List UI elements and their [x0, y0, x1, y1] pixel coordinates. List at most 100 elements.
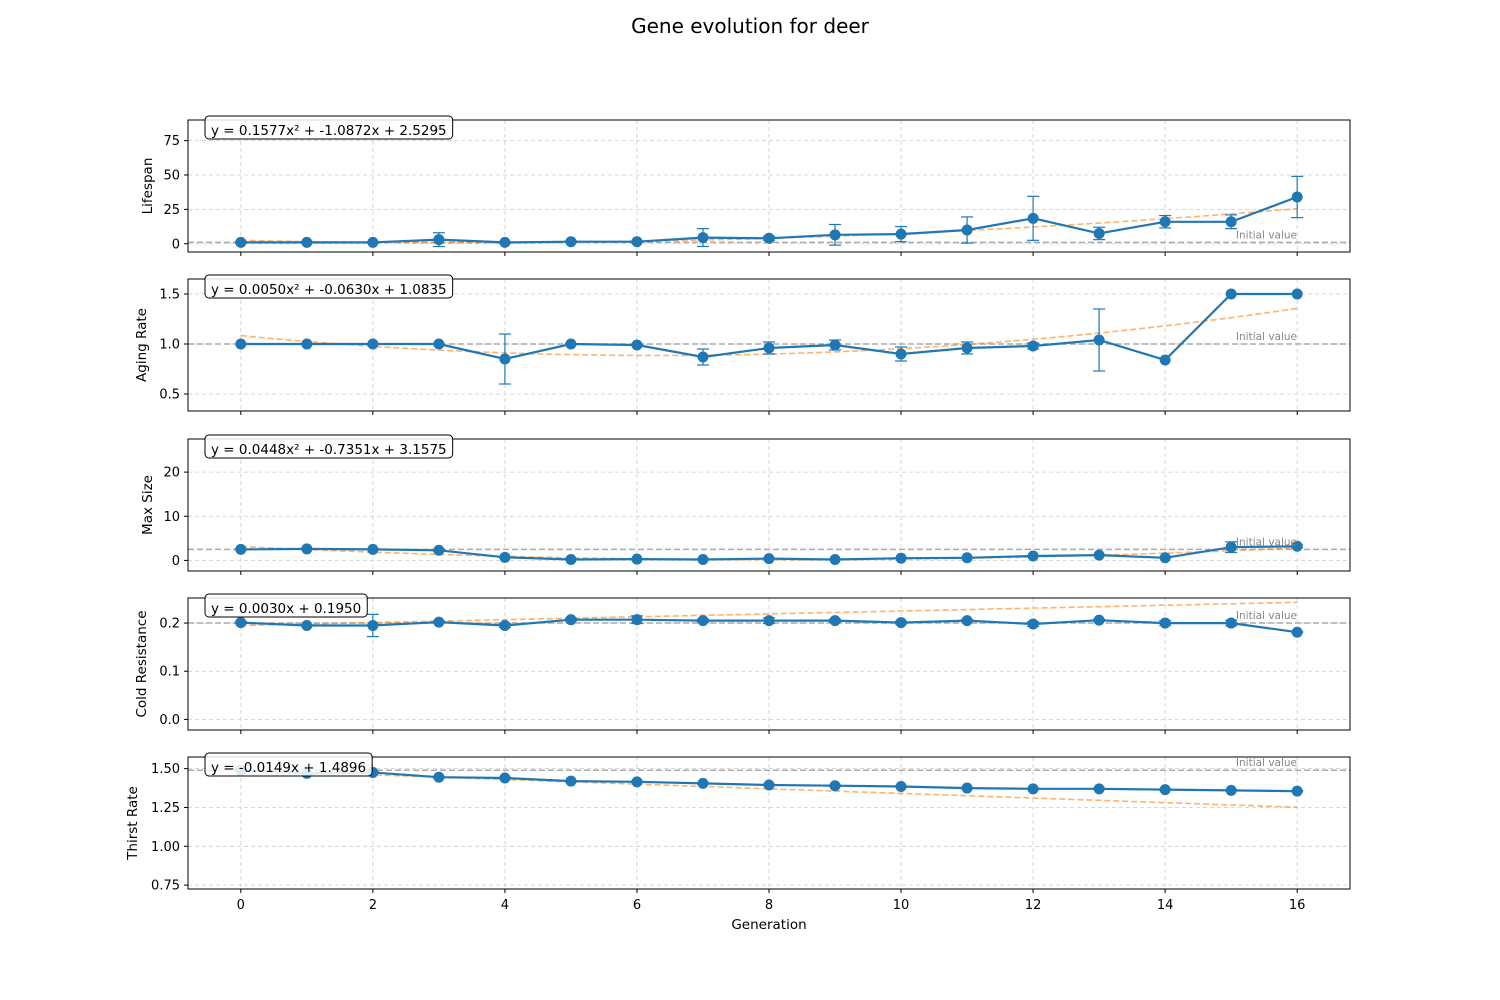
y-axis-label: Lifespan [140, 158, 156, 215]
x-tick-label: 6 [633, 898, 641, 913]
data-point [829, 615, 841, 627]
y-axis-label: Aging Rate [134, 308, 150, 382]
fit-curve [240, 545, 1298, 561]
figure-title: Gene evolution for deer [631, 14, 869, 38]
subplot-4: Initial value 0.0 0.1 0.2 Cold Resistance y =… [134, 593, 1351, 734]
data-point [1291, 540, 1303, 552]
data-point [829, 780, 841, 792]
data-point [235, 543, 247, 555]
data-point [1027, 212, 1039, 224]
y-tick-label: 0.5 [159, 388, 180, 403]
data-point [1093, 549, 1105, 561]
data-point [301, 543, 313, 555]
data-point [1093, 334, 1105, 346]
data-point [763, 342, 775, 354]
data-point [1291, 191, 1303, 203]
y-tick-label: 0.0 [159, 713, 180, 728]
data-point [895, 781, 907, 793]
x-tick-label: 2 [369, 898, 377, 913]
y-tick-label: 0.2 [159, 617, 180, 632]
data-point [961, 615, 973, 627]
data-points [235, 288, 1303, 366]
data-point [433, 616, 445, 628]
fit-equation-box [204, 752, 373, 777]
data-point [631, 553, 643, 565]
data-point [367, 338, 379, 350]
data-point [1225, 784, 1237, 796]
data-point [1159, 784, 1171, 796]
x-axis [240, 571, 1298, 575]
data-point [301, 236, 313, 248]
data-point [1027, 550, 1039, 562]
data-point [961, 552, 973, 564]
data-point [631, 339, 643, 351]
data-point [433, 234, 445, 246]
data-point [1225, 617, 1237, 629]
fit-equation: y = -0.0149x + 1.4896 [204, 752, 373, 777]
y-tick-label: 1.00 [151, 840, 180, 855]
y-tick-label: 1.50 [151, 762, 180, 777]
data-point [631, 236, 643, 248]
y-tick-label: 75 [163, 134, 180, 149]
grid [188, 757, 1350, 889]
x-axis [240, 252, 1298, 256]
data-point [829, 339, 841, 351]
y-axis-label: Thirst Rate [125, 786, 141, 861]
y-axis: 0.5 1.0 1.5 Aging Rate [134, 288, 188, 403]
data-point [565, 614, 577, 626]
initial-value-label: Initial value [1236, 610, 1297, 622]
subplot-1: Initial value 0 25 50 75 Lifespan y = 0.1577x²… [140, 115, 1351, 256]
plot-area [188, 175, 1350, 248]
y-tick-label: 0.75 [151, 879, 180, 894]
data-point [1159, 552, 1171, 564]
data-point [1225, 216, 1237, 228]
data-point [433, 338, 445, 350]
data-point [235, 617, 247, 629]
data-point [697, 554, 709, 566]
data-point [565, 236, 577, 248]
fit-equation: y = 0.0448x² + -0.7351x + 3.1575 [204, 434, 454, 459]
data-point [367, 619, 379, 631]
data-point [565, 554, 577, 566]
fit-equation-text: y = -0.0149x + 1.4896 [211, 760, 366, 776]
y-tick-label: 50 [163, 169, 180, 184]
data-point [433, 544, 445, 556]
data-point [763, 553, 775, 565]
data-point [895, 348, 907, 360]
fit-curve [240, 207, 1298, 244]
data-points [235, 540, 1303, 566]
y-tick-label: 1.5 [159, 288, 180, 303]
fit-equation-text: y = 0.1577x² + -1.0872x + 2.5295 [211, 123, 447, 139]
data-point [1159, 617, 1171, 629]
y-tick-label: 1.25 [151, 801, 180, 816]
x-axis-label: Generation [731, 917, 806, 933]
y-tick-label: 0 [172, 237, 180, 252]
data-point [1225, 288, 1237, 300]
data-point [565, 775, 577, 787]
fit-equation: y = 0.0050x² + -0.0630x + 1.0835 [204, 274, 454, 299]
data-point [895, 617, 907, 629]
x-tick-label: 0 [237, 898, 245, 913]
y-axis: 0 25 50 75 Lifespan [140, 134, 188, 252]
x-tick-label: 12 [1025, 898, 1042, 913]
data-point [499, 353, 511, 365]
fit-equation-box [204, 274, 454, 299]
data-point [697, 615, 709, 627]
data-point [829, 554, 841, 566]
subplot-5: Initial value 0.75 1.00 1.25 1.50 Thirst Rate… [125, 752, 1351, 933]
data-point [499, 619, 511, 631]
data-point [1159, 354, 1171, 366]
data-point [697, 351, 709, 363]
data-point [499, 236, 511, 248]
initial-value-label: Initial value [1236, 229, 1297, 241]
initial-value-label: Initial value [1236, 331, 1297, 343]
data-point [1225, 541, 1237, 553]
data-point [367, 236, 379, 248]
data-point [763, 779, 775, 791]
y-axis: 0.75 1.00 1.25 1.50 Thirst Rate [125, 762, 188, 894]
data-point [1027, 340, 1039, 352]
y-tick-label: 25 [163, 203, 180, 218]
x-axis [240, 730, 1298, 734]
